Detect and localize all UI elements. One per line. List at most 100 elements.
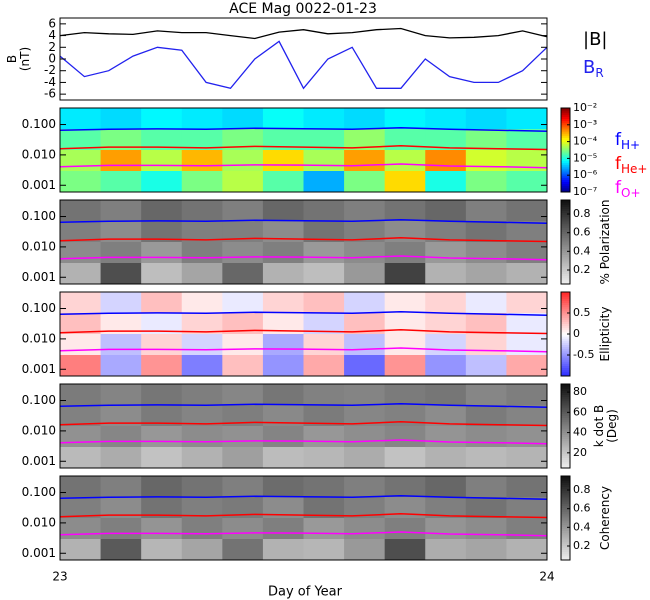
frequency-line (59, 255, 548, 261)
colorbar-swatch (561, 187, 570, 191)
colorbar-swatch (561, 164, 570, 168)
colorbar-swatch (561, 229, 570, 232)
colorbar-tick-label: 0.2 (573, 263, 591, 276)
spectrogram-cell (262, 539, 304, 561)
y-tick-label: 0.010 (22, 239, 56, 253)
colorbar-swatch (561, 415, 570, 419)
spectrogram-cell (465, 171, 507, 193)
colorbar-swatch (561, 306, 570, 310)
plot-frame (59, 17, 548, 101)
spectrogram-cell (141, 263, 183, 285)
colorbar-swatch (561, 503, 570, 506)
spectrogram-cell (222, 426, 264, 448)
colorbar-tick-label: 10⁻⁶ (573, 168, 598, 181)
spectrogram-cell (181, 518, 223, 540)
spectrogram-cell (384, 150, 426, 172)
y-axis-label-line: B (5, 55, 19, 63)
legend-label: fO+ (615, 178, 641, 200)
plot-frame (59, 291, 548, 377)
colorbar-tick-label: 60 (573, 405, 587, 418)
colorbar-swatch (561, 499, 570, 502)
spectrogram-cell (303, 426, 345, 448)
spectrogram-cell (141, 108, 183, 130)
colorbar-swatch (561, 430, 570, 433)
y-axis-label-line: (nT) (18, 47, 32, 71)
colorbar-frame (560, 475, 571, 561)
y-tick-label: 0.100 (22, 117, 56, 131)
legend-label: BR (583, 57, 604, 80)
spectrogram-cell (181, 539, 223, 561)
spectrogram-cell (100, 171, 142, 193)
y-tick-label: 0.100 (22, 393, 56, 407)
colorbar-swatch (561, 486, 570, 490)
colorbar-swatch (561, 239, 570, 243)
spectrogram-cell (141, 447, 183, 469)
colorbar-swatch (561, 536, 570, 540)
colorbar-tick-label: 0.6 (573, 226, 591, 239)
colorbar-swatch (561, 317, 570, 320)
spectrogram-cell (141, 171, 183, 193)
colorbar-swatch (561, 156, 570, 159)
spectrogram-cell (100, 539, 142, 561)
spectrogram-cell (384, 384, 426, 406)
spectrogram-cell (303, 313, 345, 335)
colorbar-frame (560, 199, 571, 285)
spectrogram-cell (100, 242, 142, 264)
spectrogram-cell (303, 539, 345, 561)
spectrogram-cell (425, 476, 467, 498)
spectrogram-cell (100, 150, 142, 172)
spectrogram-cell (141, 129, 183, 151)
colorbar-swatch (561, 177, 570, 180)
colorbar-swatch (561, 513, 570, 517)
colorbar-swatch (561, 511, 570, 515)
spectrogram-cell (141, 476, 183, 498)
colorbar-swatch (561, 308, 570, 312)
colorbar-swatch (561, 453, 570, 456)
colorbar-swatch (561, 275, 570, 279)
frequency-line (59, 439, 548, 445)
colorbar-tick-label: 80 (573, 385, 587, 398)
colorbar-swatch (561, 210, 570, 214)
spectrogram-cell (425, 497, 467, 519)
colorbar-label: Coherency (598, 486, 612, 550)
spectrogram-cell (384, 171, 426, 193)
spectrogram-cell (262, 242, 304, 264)
colorbar-swatch (561, 212, 570, 216)
spectrogram-cell (344, 426, 386, 448)
colorbar-swatch (561, 200, 570, 203)
spectrogram-cell (100, 518, 142, 540)
spectrogram-cell (141, 405, 183, 427)
spectrogram-cell (425, 221, 467, 243)
colorbar-swatch (561, 407, 570, 410)
spectrogram-cell (100, 292, 142, 314)
legend-name: |B| (583, 29, 607, 50)
spectrogram-cell (100, 355, 142, 377)
colorbar-swatch (561, 530, 570, 534)
spectrogram-cell (181, 263, 223, 285)
spectrogram-cell (181, 171, 223, 193)
spectrogram-cell (303, 334, 345, 356)
spectrogram-cell (100, 497, 142, 519)
colorbar-swatch (561, 258, 570, 262)
spectrogram-cell (303, 108, 345, 130)
spectrogram-cell (262, 292, 304, 314)
spectrogram-cell (506, 313, 548, 335)
colorbar-swatch (561, 126, 570, 130)
colorbar-swatch (561, 260, 570, 264)
colorbar-swatch (561, 350, 570, 354)
spectrogram-cell (181, 108, 223, 130)
colorbar-swatch (561, 204, 570, 207)
colorbar-swatch (561, 114, 570, 117)
colorbar-swatch (561, 175, 570, 178)
colorbar-swatch (561, 400, 570, 404)
colorbar-swatch (561, 396, 570, 400)
colorbar-swatch (561, 371, 570, 375)
y-tick-label: 0.010 (22, 331, 56, 345)
spectrogram-cell (465, 405, 507, 427)
spectrogram-cell (425, 200, 467, 222)
spectrogram-cell (384, 405, 426, 427)
spectrogram-cell (141, 221, 183, 243)
colorbar-swatch (561, 202, 570, 205)
spectrogram-cell (60, 426, 102, 448)
legend-name: f (615, 154, 622, 174)
